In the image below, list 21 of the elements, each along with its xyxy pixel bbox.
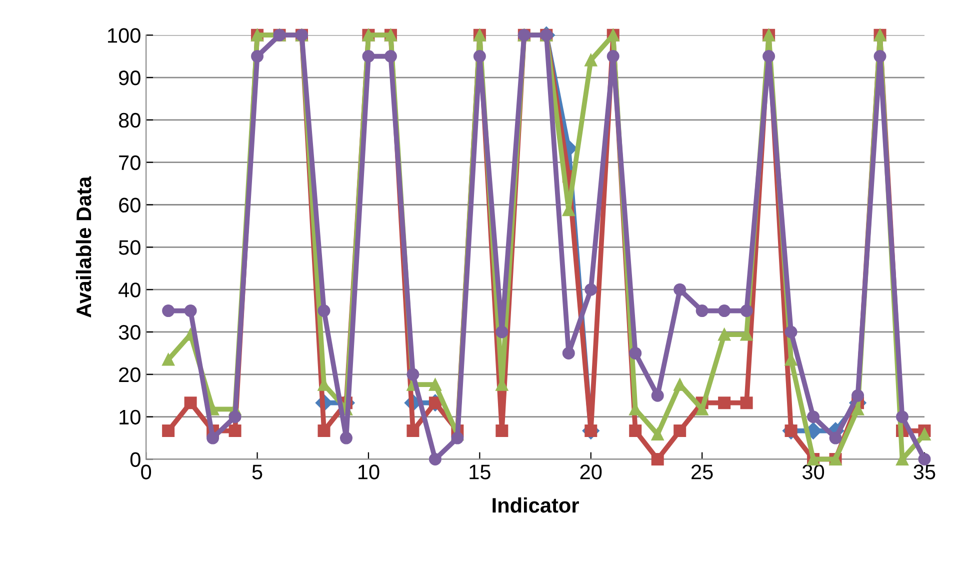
x-tick-label: 15 [470,464,490,480]
x-tick-label: 5 [252,464,262,480]
y-axis-title: Available Data [76,176,92,318]
y-tick-label: 90 [119,70,140,86]
y-tick-label: 10 [120,410,140,425]
y-tick-label: 70 [119,155,140,170]
y-tick-label: 30 [118,324,140,340]
y-tick-label: 80 [118,112,140,128]
x-tick-label: 35 [914,464,936,480]
y-tick-label: 60 [119,198,140,213]
y-tick-label: 0 [130,452,140,467]
x-tick-label: 30 [802,464,824,480]
x-tick-label: 0 [141,464,152,480]
y-tick-label: 20 [119,367,140,382]
x-tick-label: 25 [692,464,713,480]
x-axis-title: Indicator [492,497,579,513]
x-tick-label: 10 [358,464,380,480]
y-tick-label: 100 [108,28,140,43]
y-tick-label: 40 [118,282,140,298]
y-tick-label: 50 [118,240,140,255]
x-tick-label: 20 [580,464,602,480]
